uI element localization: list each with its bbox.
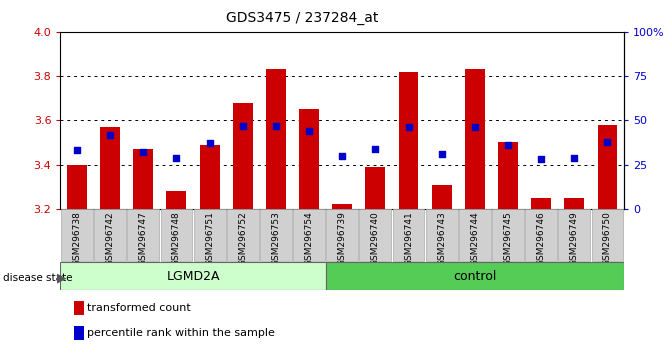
Bar (100, 127, 120, 209)
Bar (134, 149, 153, 209)
FancyBboxPatch shape (127, 209, 159, 261)
Point (602, 139, 613, 144)
Bar (431, 184, 452, 209)
FancyBboxPatch shape (325, 262, 624, 290)
FancyBboxPatch shape (558, 209, 590, 261)
Text: GSM296754: GSM296754 (305, 211, 313, 266)
Bar (233, 103, 253, 209)
FancyBboxPatch shape (293, 209, 325, 261)
Point (171, 155, 182, 160)
FancyBboxPatch shape (393, 209, 425, 261)
FancyBboxPatch shape (459, 209, 491, 261)
Text: GSM296743: GSM296743 (437, 211, 446, 266)
Point (403, 125, 414, 130)
Bar (166, 191, 187, 209)
Point (105, 132, 115, 137)
Point (72, 148, 83, 153)
Text: GSM296750: GSM296750 (603, 211, 612, 267)
Bar (366, 167, 385, 209)
FancyBboxPatch shape (525, 209, 557, 261)
Point (470, 125, 480, 130)
FancyBboxPatch shape (160, 209, 193, 261)
Bar (299, 109, 319, 209)
Point (304, 128, 315, 134)
Point (238, 123, 248, 129)
Text: LGMD2A: LGMD2A (166, 270, 220, 282)
Bar (332, 205, 352, 209)
Text: transformed count: transformed count (87, 303, 191, 313)
Text: GSM296741: GSM296741 (404, 211, 413, 266)
Point (436, 151, 447, 157)
Bar (564, 198, 584, 209)
FancyBboxPatch shape (492, 209, 524, 261)
Text: GSM296742: GSM296742 (105, 211, 115, 266)
Point (270, 123, 281, 129)
Text: disease state: disease state (3, 273, 73, 283)
Bar (67, 165, 87, 209)
Text: GSM296740: GSM296740 (371, 211, 380, 266)
FancyBboxPatch shape (94, 209, 126, 261)
Bar (531, 198, 551, 209)
Text: control: control (453, 270, 497, 282)
Point (535, 156, 546, 162)
FancyBboxPatch shape (326, 209, 358, 261)
FancyBboxPatch shape (194, 209, 225, 261)
Text: GSM296749: GSM296749 (570, 211, 579, 266)
Bar (399, 72, 419, 209)
FancyBboxPatch shape (260, 209, 292, 261)
Point (569, 155, 580, 160)
Bar (597, 125, 617, 209)
Text: GSM296745: GSM296745 (503, 211, 513, 266)
Bar (200, 145, 219, 209)
FancyBboxPatch shape (426, 209, 458, 261)
Text: ▶: ▶ (57, 272, 66, 284)
Text: GSM296748: GSM296748 (172, 211, 181, 266)
Text: GSM296744: GSM296744 (470, 211, 479, 266)
FancyBboxPatch shape (227, 209, 258, 261)
Text: GDS3475 / 237284_at: GDS3475 / 237284_at (225, 11, 378, 25)
Bar (498, 143, 518, 209)
Point (138, 149, 149, 155)
FancyBboxPatch shape (60, 262, 325, 290)
Point (337, 153, 348, 159)
Point (370, 146, 380, 152)
Text: GSM296747: GSM296747 (139, 211, 148, 266)
FancyBboxPatch shape (592, 209, 623, 261)
Bar (465, 69, 484, 209)
Text: GSM296752: GSM296752 (238, 211, 247, 266)
Text: GSM296753: GSM296753 (271, 211, 280, 267)
Point (503, 142, 513, 148)
Point (204, 141, 215, 146)
Text: GSM296738: GSM296738 (72, 211, 81, 267)
Text: GSM296751: GSM296751 (205, 211, 214, 267)
Text: GSM296746: GSM296746 (537, 211, 546, 266)
FancyBboxPatch shape (360, 209, 391, 261)
Bar (266, 69, 286, 209)
FancyBboxPatch shape (61, 209, 93, 261)
Text: percentile rank within the sample: percentile rank within the sample (87, 328, 275, 338)
Text: GSM296739: GSM296739 (338, 211, 347, 267)
